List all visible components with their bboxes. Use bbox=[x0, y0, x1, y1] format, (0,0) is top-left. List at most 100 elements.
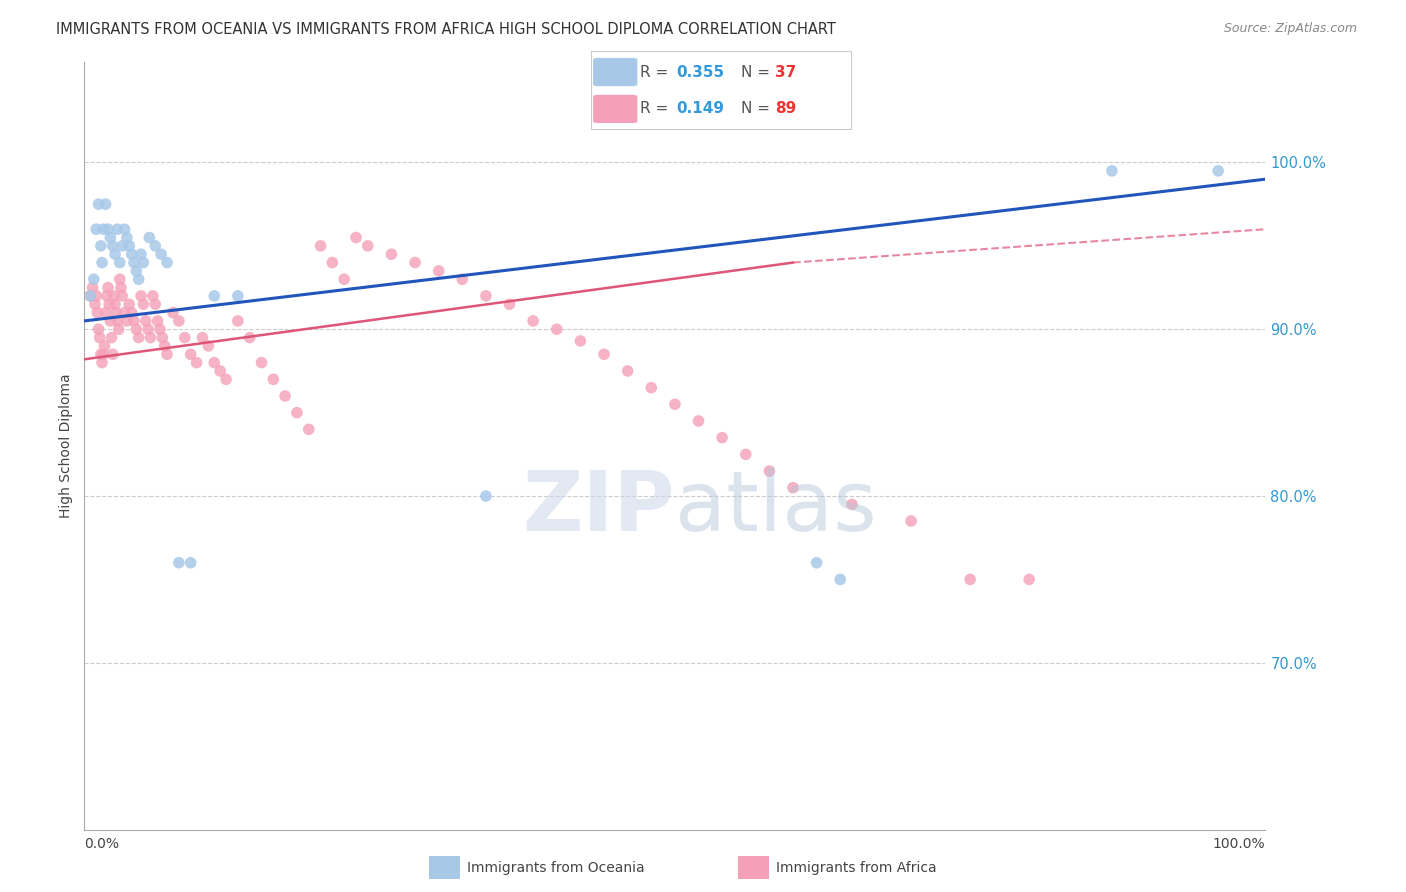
Point bbox=[91, 222, 114, 236]
Point bbox=[150, 330, 173, 344]
Point bbox=[96, 289, 118, 303]
Point bbox=[110, 280, 132, 294]
Point bbox=[215, 372, 238, 386]
Point bbox=[806, 556, 828, 570]
Text: N =: N = bbox=[741, 102, 775, 117]
Point bbox=[98, 314, 121, 328]
Point bbox=[118, 239, 141, 253]
Point bbox=[139, 330, 162, 344]
Point bbox=[94, 305, 117, 319]
Point bbox=[202, 356, 225, 370]
Point bbox=[136, 322, 159, 336]
Point bbox=[94, 197, 117, 211]
Point bbox=[132, 255, 155, 269]
Point bbox=[114, 305, 136, 319]
Point bbox=[226, 314, 249, 328]
Point bbox=[404, 255, 426, 269]
Text: Immigrants from Africa: Immigrants from Africa bbox=[776, 861, 936, 875]
Point bbox=[333, 272, 356, 286]
Point bbox=[111, 289, 134, 303]
Point bbox=[569, 334, 592, 348]
Point bbox=[250, 356, 273, 370]
Point bbox=[100, 330, 122, 344]
Point bbox=[1206, 164, 1229, 178]
Point bbox=[209, 364, 232, 378]
Point bbox=[156, 347, 179, 361]
Point bbox=[111, 239, 134, 253]
Point bbox=[125, 264, 148, 278]
Point bbox=[143, 297, 166, 311]
Point bbox=[298, 422, 321, 436]
Point bbox=[830, 573, 852, 587]
Point bbox=[90, 239, 112, 253]
Point bbox=[451, 272, 474, 286]
Text: IMMIGRANTS FROM OCEANIA VS IMMIGRANTS FROM AFRICA HIGH SCHOOL DIPLOMA CORRELATIO: IMMIGRANTS FROM OCEANIA VS IMMIGRANTS FR… bbox=[56, 22, 837, 37]
Point bbox=[321, 255, 343, 269]
Point bbox=[239, 330, 262, 344]
Text: R =: R = bbox=[640, 102, 673, 117]
Point bbox=[129, 247, 152, 261]
Point bbox=[128, 272, 150, 286]
Point bbox=[89, 330, 111, 344]
Point bbox=[162, 305, 184, 319]
Point bbox=[129, 289, 152, 303]
Point bbox=[105, 305, 128, 319]
Text: 0.355: 0.355 bbox=[676, 64, 724, 79]
Point bbox=[97, 222, 120, 236]
Text: ZIP: ZIP bbox=[523, 467, 675, 548]
Point bbox=[118, 297, 141, 311]
Point bbox=[167, 556, 190, 570]
Point bbox=[115, 230, 138, 244]
Point bbox=[173, 330, 195, 344]
Point bbox=[135, 314, 157, 328]
Text: 0.149: 0.149 bbox=[676, 102, 724, 117]
Point bbox=[1018, 573, 1040, 587]
Text: N =: N = bbox=[741, 64, 775, 79]
Point bbox=[87, 197, 110, 211]
Point bbox=[475, 289, 498, 303]
Point bbox=[475, 489, 498, 503]
Point bbox=[103, 289, 125, 303]
Point bbox=[711, 431, 734, 445]
Point bbox=[900, 514, 922, 528]
Text: atlas: atlas bbox=[675, 467, 876, 548]
Point bbox=[84, 297, 107, 311]
Point bbox=[186, 356, 208, 370]
Point bbox=[191, 330, 214, 344]
Point bbox=[121, 305, 143, 319]
Point bbox=[688, 414, 710, 428]
Point bbox=[101, 347, 124, 361]
Point bbox=[380, 247, 402, 261]
Point bbox=[83, 272, 105, 286]
Point bbox=[90, 347, 112, 361]
Point bbox=[149, 322, 172, 336]
Point bbox=[142, 289, 165, 303]
Point bbox=[138, 230, 160, 244]
Point bbox=[104, 297, 127, 311]
Text: 37: 37 bbox=[775, 64, 796, 79]
Point bbox=[758, 464, 780, 478]
Point bbox=[202, 289, 225, 303]
Point bbox=[197, 339, 219, 353]
Point bbox=[427, 264, 450, 278]
Point bbox=[959, 573, 981, 587]
Point bbox=[79, 289, 101, 303]
Point bbox=[146, 314, 169, 328]
Point bbox=[841, 497, 863, 511]
Point bbox=[132, 297, 155, 311]
Point bbox=[114, 222, 136, 236]
Point bbox=[285, 406, 308, 420]
Point bbox=[167, 314, 190, 328]
Text: Source: ZipAtlas.com: Source: ZipAtlas.com bbox=[1223, 22, 1357, 36]
Point bbox=[91, 347, 114, 361]
Point bbox=[91, 356, 114, 370]
Point bbox=[84, 222, 107, 236]
Point bbox=[593, 347, 616, 361]
Point bbox=[226, 289, 249, 303]
Point bbox=[180, 347, 202, 361]
Point bbox=[734, 447, 756, 461]
Point bbox=[97, 280, 120, 294]
Point bbox=[616, 364, 638, 378]
Point bbox=[143, 239, 166, 253]
Point bbox=[309, 239, 332, 253]
